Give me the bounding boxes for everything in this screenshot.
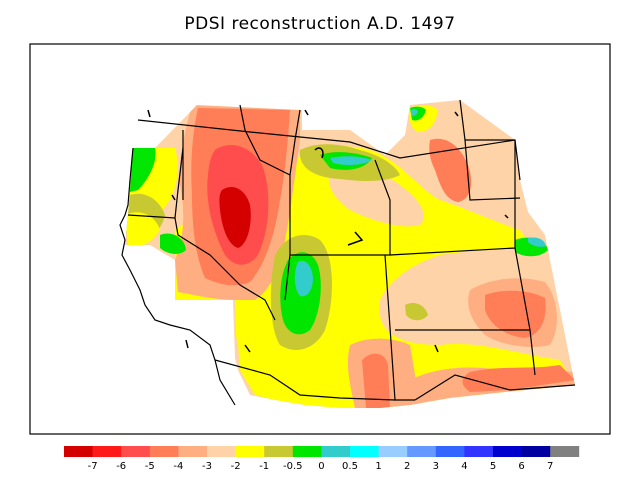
- field-north-teal: [330, 156, 372, 165]
- colorbar-swatch: [292, 446, 322, 457]
- boundaries: [119, 99, 576, 406]
- colorbar-label: 3: [433, 461, 439, 472]
- lake-7: [454, 111, 459, 117]
- colorbar-label: 2: [404, 461, 410, 472]
- colorbar-label: 0.5: [342, 461, 358, 472]
- colorbar-swatch: [92, 446, 122, 457]
- field-west-wet-2: [160, 233, 186, 254]
- sd-border: [464, 139, 521, 201]
- co-ks-border: [514, 247, 531, 331]
- lake-4: [244, 344, 251, 353]
- colorbar-swatch: [350, 446, 379, 457]
- colorbar-swatch: [378, 446, 408, 457]
- colorbar-label: -5: [145, 461, 155, 472]
- colorbar-swatch: [550, 446, 580, 457]
- colorbar-swatch: [407, 446, 437, 457]
- field-dry-northeast: [429, 138, 472, 202]
- id-mt-border: [239, 104, 301, 176]
- lake-1: [147, 109, 151, 118]
- colorbar-label: 7: [547, 461, 553, 472]
- colorbar-label: -0.5: [283, 461, 303, 472]
- field-nm-olive: [405, 303, 428, 321]
- colorbar-swatch: [207, 446, 236, 457]
- colorbar-label: 5: [490, 461, 496, 472]
- colorbar-label: -2: [231, 461, 241, 472]
- oregon-boundary: [127, 147, 184, 219]
- lake-5: [434, 344, 439, 353]
- field-west-yellow-2: [125, 212, 160, 247]
- colorbar-label: -7: [88, 461, 98, 472]
- lake-9: [185, 339, 189, 349]
- field-central-teal: [294, 260, 313, 297]
- colorbar-swatch: [235, 446, 265, 457]
- great-salt-lake: [347, 231, 364, 246]
- colorbar-label: 4: [461, 461, 467, 472]
- colorbar-swatch: [521, 446, 551, 457]
- field-east-teal: [528, 237, 546, 247]
- pacific-coast: [119, 147, 236, 406]
- field-dry-core-extreme: [219, 186, 251, 248]
- field-northeast-teal: [411, 108, 418, 116]
- colorbar-swatch: [464, 446, 494, 457]
- pdsi-field: [125, 100, 575, 408]
- lake-8: [171, 194, 176, 201]
- map-title: PDSI reconstruction A.D. 1497: [184, 14, 456, 34]
- colorbar-swatch: [64, 446, 93, 457]
- field-dry-east-core: [485, 290, 546, 338]
- ut-wy-border: [290, 159, 391, 256]
- colorbar-label: 6: [518, 461, 524, 472]
- colorbar-swatch: [321, 446, 351, 457]
- field-moderate-patch: [328, 168, 424, 227]
- field-sw-yellow: [235, 300, 270, 362]
- colorbar-label: 0: [318, 461, 324, 472]
- colorbar-label: -1: [259, 461, 269, 472]
- colorbar-label: -4: [173, 461, 183, 472]
- canada-border: [137, 119, 516, 159]
- colorbar-swatch: [178, 446, 208, 457]
- colorbar-swatch: [493, 446, 522, 457]
- us-mexico-border: [214, 359, 396, 401]
- colorbar-label: -3: [202, 461, 212, 472]
- lake-2: [304, 109, 309, 116]
- colorbar-swatch: [121, 446, 151, 457]
- colorbar-swatch: [264, 446, 294, 457]
- lake-6: [504, 214, 509, 219]
- field-dry-south-core: [362, 353, 390, 408]
- lakes: [147, 109, 509, 353]
- colorbar-label: 1: [375, 461, 381, 472]
- ca-nv-border: [174, 217, 276, 321]
- colorbar-swatch: [435, 446, 465, 457]
- southeast-border: [414, 374, 576, 401]
- field-west-wet: [128, 148, 156, 192]
- nd-border: [459, 99, 521, 181]
- colorbar-label: -6: [116, 461, 126, 472]
- colorbar-swatch: [149, 446, 179, 457]
- lake-3: [314, 147, 324, 159]
